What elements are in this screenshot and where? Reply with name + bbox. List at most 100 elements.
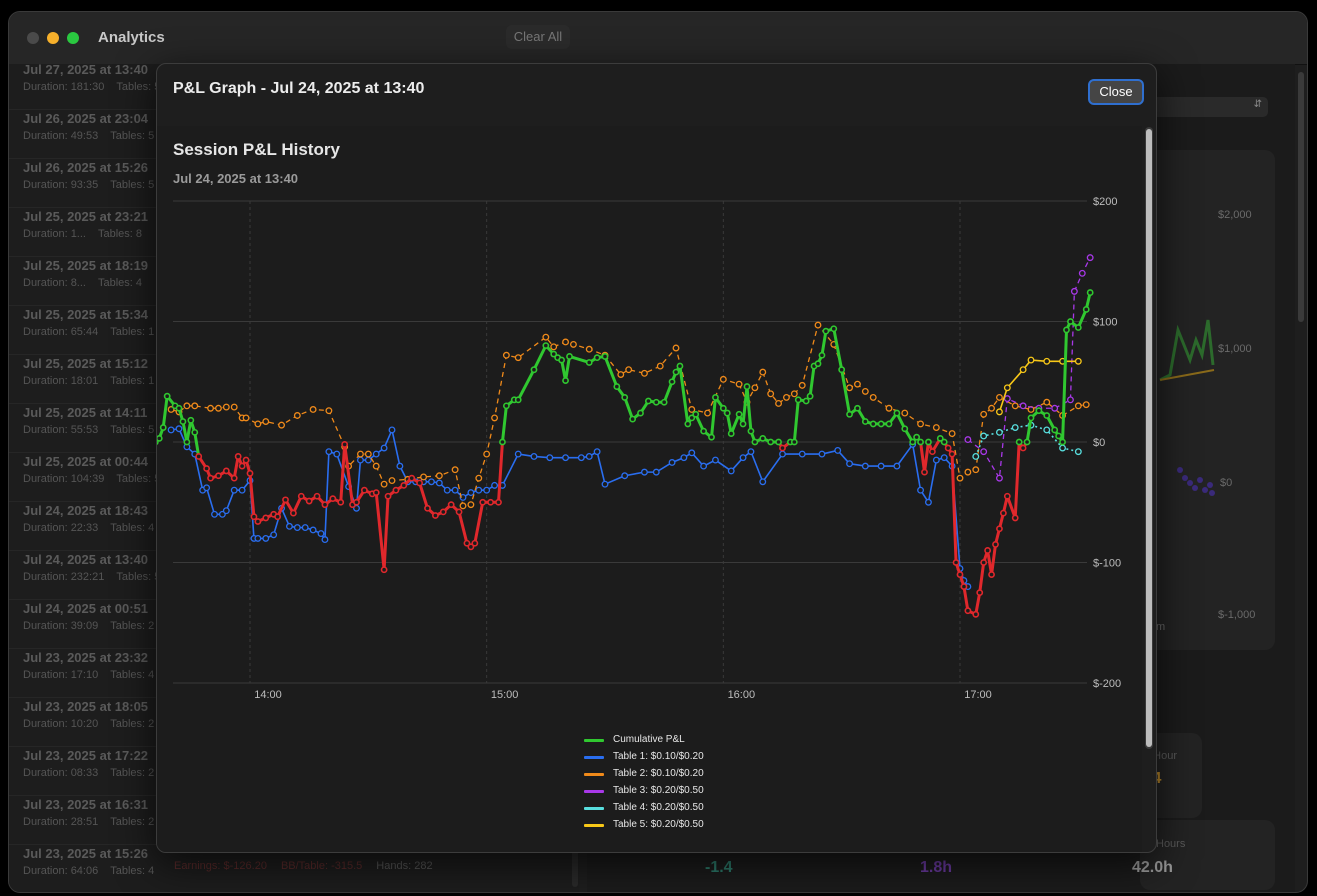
session-title: Jul 25, 2025 at 00:44 xyxy=(23,454,149,469)
cumulative-point xyxy=(885,420,893,428)
series-point-table-5 xyxy=(995,408,1003,416)
series-point-table-2 xyxy=(917,420,925,428)
series-point-table-1 xyxy=(562,454,570,462)
session-title: Jul 25, 2025 at 15:12 xyxy=(23,356,149,371)
session-tables: Tables: 5 xyxy=(110,424,155,436)
cumulative-segment xyxy=(457,510,469,545)
series-point-table-4 xyxy=(972,453,980,460)
cumulative-point xyxy=(806,392,814,400)
cumulative-point xyxy=(601,353,609,360)
series-point-table-1 xyxy=(861,462,869,470)
series-point-table-3 xyxy=(980,448,988,456)
series-point-table-2 xyxy=(502,351,510,359)
series-point-table-3 xyxy=(1019,402,1027,410)
cumulative-point xyxy=(242,456,250,464)
series-point-table-2 xyxy=(625,366,633,374)
session-list-item[interactable]: Jul 23, 2025 at 15:26 Duration: 64:06 Tabl… xyxy=(9,844,579,892)
series-point-table-1 xyxy=(270,531,278,539)
session-title: Jul 25, 2025 at 18:19 xyxy=(23,258,149,273)
cumulative-point xyxy=(629,415,637,423)
series-point-table-4 xyxy=(1011,424,1019,431)
series-point-table-2 xyxy=(1011,402,1019,410)
series-point-table-1 xyxy=(621,472,629,480)
session-list-item[interactable]: Jul 27, 2025 at 13:40 Duration: 181:30 Tab… xyxy=(9,60,579,110)
window-close-light[interactable] xyxy=(27,32,39,44)
session-tables: Tables: 1 xyxy=(110,326,155,338)
session-tables: Tables: 2 xyxy=(110,816,155,828)
close-button[interactable]: Close xyxy=(1088,79,1144,105)
cumulative-point xyxy=(877,420,885,428)
series-point-table-2 xyxy=(956,474,964,482)
analytics-scrollbar[interactable] xyxy=(1298,72,1304,322)
series-point-table-1 xyxy=(593,448,601,456)
cumulative-point xyxy=(743,383,751,390)
session-duration: Duration: 232:21 xyxy=(23,571,105,583)
title-bar: Analytics Clear All xyxy=(9,12,1307,65)
series-point-table-2 xyxy=(309,406,317,413)
cumulative-point xyxy=(341,441,349,448)
cumulative-point xyxy=(487,498,495,506)
cumulative-point xyxy=(230,474,238,482)
session-duration: Duration: 18:01 xyxy=(23,375,99,387)
series-point-table-2 xyxy=(1074,402,1082,410)
cumulative-segment xyxy=(678,364,690,426)
cumulative-point xyxy=(944,444,952,452)
session-duration: Duration: 8... xyxy=(23,277,86,289)
bg-tick: $1,000 xyxy=(1218,343,1252,355)
series-point-table-2 xyxy=(222,403,230,411)
modal-scrollbar[interactable] xyxy=(1145,127,1153,749)
series-point-table-2 xyxy=(542,333,550,341)
cumulative-point xyxy=(471,539,479,547)
cumulative-segment xyxy=(832,327,844,372)
series-point-table-2 xyxy=(861,387,869,395)
modal-scrollbar-thumb[interactable] xyxy=(1146,129,1152,747)
cumulative-point xyxy=(175,404,183,412)
series-point-table-2 xyxy=(420,473,428,481)
x-tick-label: 16:00 xyxy=(728,689,756,701)
cumulative-segment xyxy=(564,354,571,383)
session-tables: Tables: 5 xyxy=(110,130,155,142)
modal-title: P&L Graph - Jul 24, 2025 at 13:40 xyxy=(173,80,425,97)
app-title: Analytics xyxy=(98,29,165,46)
session-meta: Duration: 18:01 Tables: 1 xyxy=(23,375,154,387)
cumulative-point xyxy=(940,438,948,446)
chart-title: Session P&L History xyxy=(173,140,340,159)
series-point-table-1 xyxy=(467,489,475,497)
clear-all-button[interactable]: Clear All xyxy=(506,25,570,49)
bg-card-label: Hours xyxy=(1156,838,1186,850)
cumulative-point xyxy=(183,438,191,446)
cumulative-point xyxy=(380,566,388,574)
cumulative-segment xyxy=(418,481,429,510)
series-point-table-1 xyxy=(309,526,317,534)
legend-swatch xyxy=(584,824,604,827)
series-point-table-1 xyxy=(924,498,932,506)
cumulative-point xyxy=(719,404,727,412)
cumulative-segment xyxy=(232,454,240,480)
cumulative-point xyxy=(948,450,956,458)
window-minimize-light[interactable] xyxy=(47,32,59,44)
session-title: Jul 26, 2025 at 15:26 xyxy=(23,160,149,175)
session-title: Jul 23, 2025 at 15:26 xyxy=(23,846,149,861)
session-duration: Duration: 93:35 xyxy=(23,179,99,191)
session-meta: Duration: 17:10 Tables: 4 xyxy=(23,669,154,681)
cumulative-point xyxy=(463,539,471,547)
series-point-table-1 xyxy=(877,462,885,470)
series-point-table-2 xyxy=(191,402,199,410)
session-duration: Duration: 1... xyxy=(23,228,86,240)
session-title: Jul 24, 2025 at 00:51 xyxy=(23,601,149,616)
session-meta: Duration: 93:35 Tables: 5 xyxy=(23,179,154,191)
cumulative-point xyxy=(392,486,400,494)
cumulative-point xyxy=(337,498,345,506)
time-range-select[interactable]: ⇵ xyxy=(1140,97,1268,117)
series-point-table-1 xyxy=(451,486,459,494)
cumulative-point xyxy=(157,434,163,442)
cumulative-point xyxy=(1082,306,1090,313)
cumulative-point xyxy=(246,469,254,477)
series-point-table-1 xyxy=(396,462,404,470)
x-tick-label: 17:00 xyxy=(964,689,992,701)
window-maximize-light[interactable] xyxy=(67,32,79,44)
series-point-table-4 xyxy=(1074,448,1082,456)
pnl-graph-modal: P&L Graph - Jul 24, 2025 at 13:40 Close … xyxy=(156,63,1157,853)
cumulative-segment xyxy=(974,591,982,616)
cumulative-point xyxy=(585,359,593,366)
